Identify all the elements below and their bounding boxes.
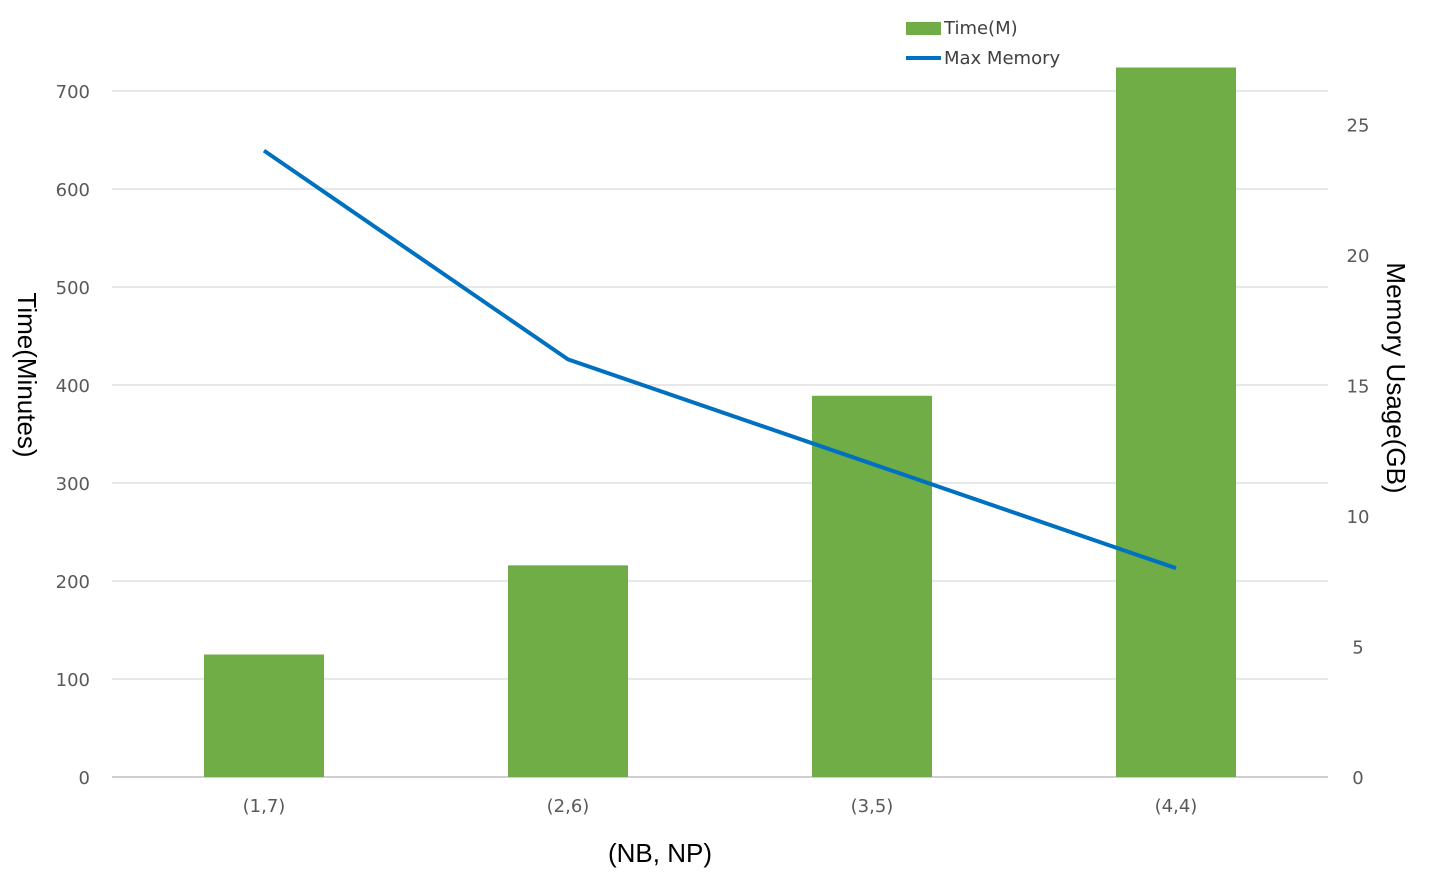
x-tick-label: (4,4) <box>1155 796 1198 817</box>
y2-tick-label: 25 <box>1347 116 1370 137</box>
bar-time <box>508 565 628 777</box>
bar-time <box>812 395 932 777</box>
y-tick-label: 700 <box>56 82 90 103</box>
y2-tick-label: 20 <box>1347 246 1370 267</box>
y2-axis-title: Memory Usage(GB) <box>1381 262 1411 493</box>
y-tick-label: 600 <box>56 180 90 201</box>
legend-swatch-time <box>906 22 941 35</box>
y-tick-label: 200 <box>56 572 90 593</box>
legend-label-memory: Max Memory <box>944 48 1060 69</box>
y-axis-title: Time(Minutes) <box>12 292 42 457</box>
y-tick-label: 100 <box>56 670 90 691</box>
gridlines <box>112 90 1328 778</box>
y-tick-label: 500 <box>56 278 90 299</box>
line-series <box>262 148 1177 571</box>
legend-label-time: Time(M) <box>943 18 1018 39</box>
x-axis-title: (NB, NP) <box>608 838 712 868</box>
tick-labels: 0 100 200 300 400 500 600 700 0 5 10 15 20 25 (1,7) (2,… <box>56 82 1370 817</box>
y-tick-label: 0 <box>79 768 90 789</box>
x-tick-label: (1,7) <box>243 796 286 817</box>
y2-tick-label: 5 <box>1352 638 1363 659</box>
line-max-memory <box>262 148 1177 571</box>
y2-tick-label: 10 <box>1347 507 1370 528</box>
x-tick-label: (3,5) <box>851 796 894 817</box>
y2-tick-label: 15 <box>1347 377 1370 398</box>
x-tick-label: (2,6) <box>547 796 590 817</box>
y2-tick-label: 0 <box>1352 768 1363 789</box>
y-tick-label: 300 <box>56 474 90 495</box>
legend: Time(M) Max Memory <box>906 18 1060 69</box>
bar-time <box>204 654 324 777</box>
bar-time <box>1116 67 1236 778</box>
bar-series <box>204 67 1236 778</box>
y-tick-label: 400 <box>56 376 90 397</box>
